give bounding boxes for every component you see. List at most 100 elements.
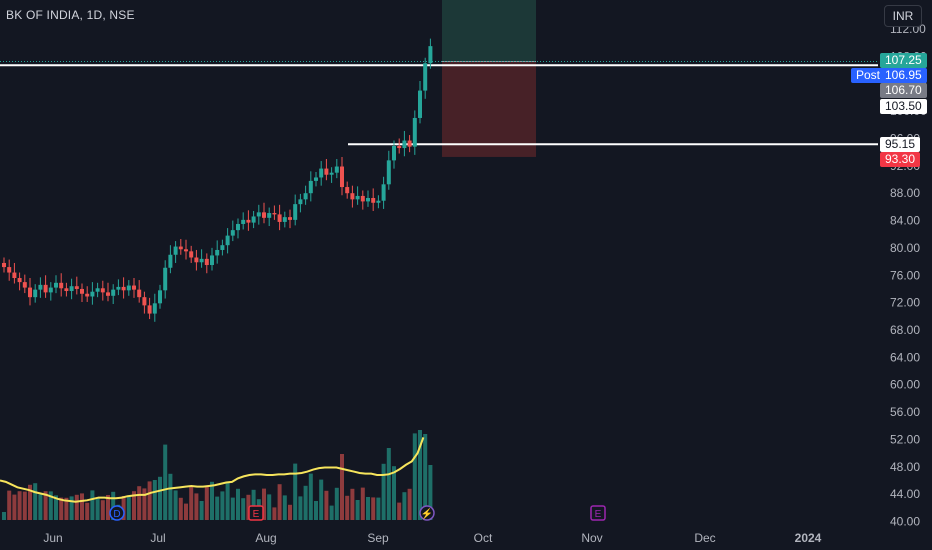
volume-bar <box>355 500 360 520</box>
candle-body <box>204 258 209 266</box>
chart-title: BK OF INDIA, 1D, NSE <box>6 8 135 22</box>
volume-bar <box>152 480 157 520</box>
earnings-marker-icon <box>590 505 606 521</box>
candle-body <box>38 284 43 290</box>
volume-bar <box>225 482 230 520</box>
volume-bar <box>236 488 240 520</box>
candle-body <box>412 117 417 147</box>
currency-selector[interactable]: INR <box>884 5 922 27</box>
y-axis-tick-label: 44.00 <box>890 487 920 501</box>
candle-body <box>215 249 220 256</box>
volume-bar <box>173 490 178 520</box>
volume-moving-average-line <box>0 437 425 503</box>
candle-body <box>220 245 225 250</box>
volume-bar <box>85 502 90 520</box>
volume-bar <box>121 496 126 520</box>
candle-body <box>241 219 246 224</box>
candle-body <box>173 246 178 255</box>
candle-body <box>402 140 407 149</box>
volume-bar <box>132 491 136 520</box>
candle-body <box>282 217 287 222</box>
candle-body <box>314 177 318 181</box>
volume-bar <box>392 466 396 520</box>
candle-body <box>267 213 272 218</box>
volume-bar <box>17 491 22 520</box>
volume-bar <box>381 463 386 520</box>
volume-bar <box>33 483 38 520</box>
candle-body <box>340 166 344 188</box>
event-marker-label: E <box>595 509 602 520</box>
candle-body <box>246 219 251 223</box>
y-axis-tick-label: 72.00 <box>890 296 920 310</box>
volume-bar <box>163 444 168 520</box>
volume-bar <box>350 488 355 520</box>
volume-bar <box>319 479 324 520</box>
candle-body <box>329 172 334 175</box>
price-axis-label: 106.95 <box>880 68 927 83</box>
volume-bar <box>334 487 339 520</box>
volume-bar <box>241 498 246 520</box>
candle-body <box>168 254 173 268</box>
y-axis-tick-label: 40.00 <box>890 515 920 529</box>
volume-bar <box>7 490 12 520</box>
candle-body <box>121 286 126 291</box>
volume-bar <box>74 494 79 520</box>
volume-bar <box>28 484 32 520</box>
volume-bar <box>126 496 131 520</box>
volume-bar <box>303 485 308 520</box>
price-axis-label: 95.15 <box>880 137 921 152</box>
position-loss-zone <box>442 61 536 157</box>
volume-bar <box>64 497 69 520</box>
candle-body <box>272 213 277 215</box>
volume-bar <box>288 504 292 520</box>
volume-bar <box>324 490 329 520</box>
volume-bar <box>80 493 84 520</box>
volume-bar <box>251 489 256 520</box>
volume-bar <box>100 500 105 520</box>
candle-body <box>345 187 350 194</box>
volume-bar <box>95 498 100 520</box>
y-axis-tick-label: 64.00 <box>890 350 920 364</box>
y-axis-tick-label: 80.00 <box>890 241 920 255</box>
candle-body <box>111 289 116 296</box>
candle-body <box>366 197 370 202</box>
volume-bar <box>22 491 27 520</box>
candle-body <box>360 195 365 202</box>
volume-bar <box>106 495 110 520</box>
candle-body <box>22 282 27 288</box>
y-axis-tick-label: 56.00 <box>890 405 920 419</box>
candle-body <box>423 63 428 91</box>
candle-body <box>308 180 313 194</box>
volume-bar <box>69 496 74 520</box>
volume-bar <box>376 497 381 520</box>
candle-body <box>69 286 74 292</box>
candle-body <box>251 216 256 223</box>
candle-body <box>90 291 95 297</box>
candle-body <box>132 285 136 290</box>
volume-bar <box>282 495 287 520</box>
volume-bar <box>189 485 194 520</box>
y-axis-tick-label: 48.00 <box>890 460 920 474</box>
x-axis-tick-label: 2024 <box>795 531 822 545</box>
candle-body <box>355 195 360 200</box>
volume-bar <box>272 507 277 520</box>
volume-bar <box>277 484 282 520</box>
volume-bar <box>142 488 147 520</box>
volume-bar <box>2 512 6 520</box>
x-axis-tick-label: Jul <box>150 531 165 545</box>
event-marker-icon <box>109 505 125 521</box>
candle-body <box>277 214 282 222</box>
candle-body <box>324 168 329 175</box>
candle-body <box>7 267 12 273</box>
candle-body <box>199 258 204 263</box>
candle-body <box>334 166 339 173</box>
candle-body <box>225 235 230 246</box>
candle-body <box>418 90 422 118</box>
volume-bar <box>262 488 266 520</box>
candle-body <box>230 230 235 236</box>
candle-body <box>17 278 22 283</box>
candle-body <box>303 193 308 200</box>
candle-body <box>376 200 381 203</box>
candle-body <box>142 297 147 306</box>
